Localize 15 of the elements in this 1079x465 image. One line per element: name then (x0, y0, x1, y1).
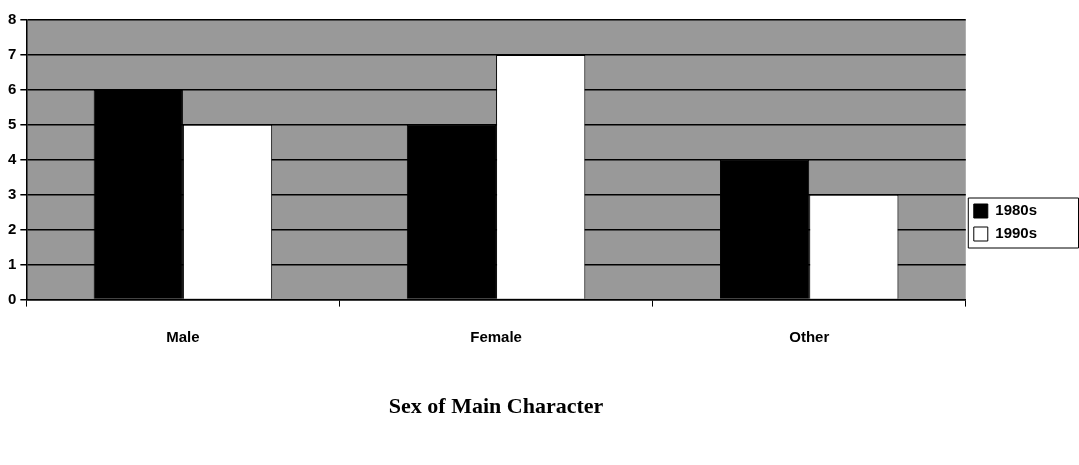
y-tick-label: 5 (8, 114, 17, 132)
legend-label: 1980s (995, 201, 1038, 219)
x-tick-label: Other (789, 327, 830, 345)
x-axis-title: Sex of Main Character (388, 393, 604, 419)
y-tick-label: 8 (8, 10, 17, 28)
y-tick-label: 4 (8, 149, 17, 167)
legend-label: 1990s (995, 224, 1038, 242)
y-tick-label: 1 (8, 254, 17, 272)
y-tick-label: 7 (8, 45, 17, 63)
y-tick-label: 0 (8, 289, 17, 307)
x-tick-label: Female (470, 327, 522, 345)
y-tick-label: 3 (8, 184, 17, 202)
y-tick-label: 6 (8, 80, 17, 98)
y-tick-label: 2 (8, 219, 17, 237)
x-tick-label: Male (166, 327, 200, 345)
